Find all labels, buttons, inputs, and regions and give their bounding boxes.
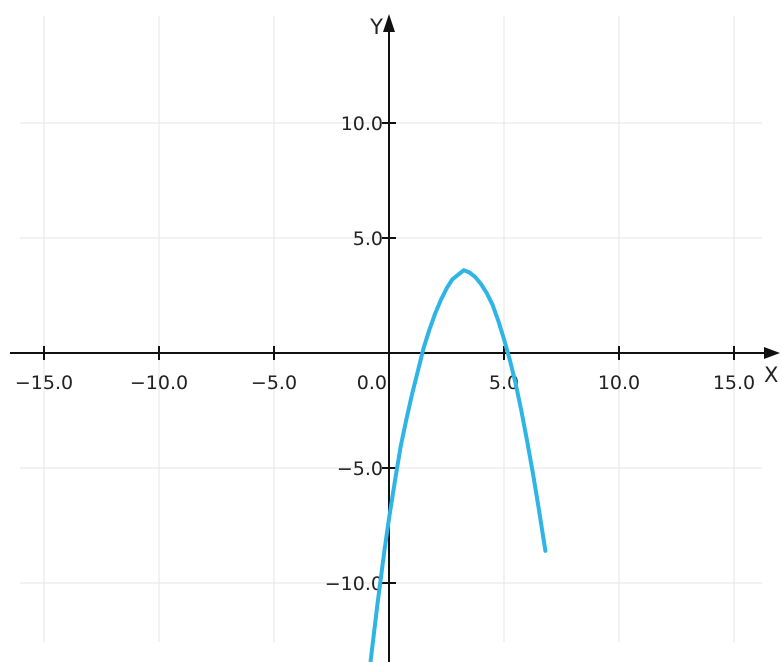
x-tick-label: −10.0 — [130, 372, 188, 394]
x-axis-label: X — [764, 363, 778, 387]
y-axis-arrowhead — [383, 14, 395, 32]
axes: X Y — [10, 14, 780, 662]
x-tick-label: 15.0 — [713, 372, 755, 394]
y-tick-label: 5.0 — [353, 228, 383, 250]
x-tick-label: 5.0 — [489, 372, 519, 394]
series-curve — [368, 268, 548, 662]
y-tick-label: 10.0 — [341, 113, 383, 135]
grid-lines — [20, 16, 762, 642]
x-tick-label: −15.0 — [15, 372, 73, 394]
series — [368, 268, 548, 662]
y-axis-label: Y — [369, 15, 383, 39]
x-tick-label: 0.0 — [357, 372, 387, 394]
ticks: −15.0 −10.0 −5.0 0.0 5.0 10.0 15.0 −10.0 −5.0 5.0… — [15, 113, 755, 595]
x-tick-label: −5.0 — [251, 372, 297, 394]
x-axis-arrowhead — [764, 347, 780, 359]
y-tick-label: −10.0 — [325, 573, 383, 595]
y-tick-label: −5.0 — [337, 458, 383, 480]
x-tick-label: 10.0 — [598, 372, 640, 394]
